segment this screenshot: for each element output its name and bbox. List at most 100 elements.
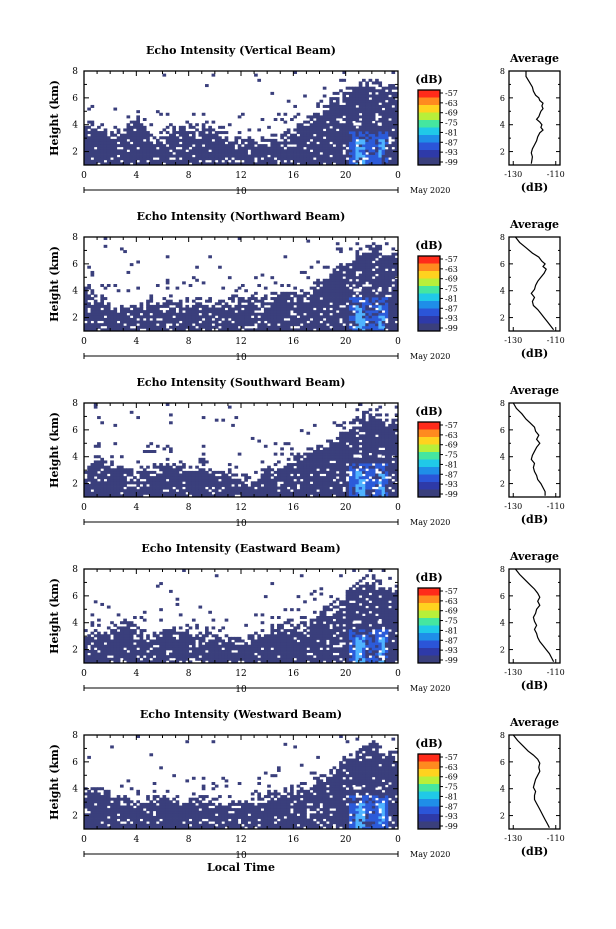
heatmap-cell: [358, 131, 363, 135]
heatmap-cell: [335, 297, 340, 301]
heatmap-cell: [342, 141, 347, 145]
heatmap-cell: [270, 325, 275, 329]
heatmap-cell: [299, 157, 304, 161]
heatmap-cell: [126, 157, 131, 161]
heatmap-cell: [90, 325, 95, 329]
heatmap-cell: [100, 647, 105, 651]
heatmap-cell: [146, 310, 150, 314]
heatmap-cell: [208, 486, 212, 490]
heatmap-cell: [365, 123, 369, 127]
heatmap-cell: [345, 460, 350, 464]
heatmap-cell: [381, 426, 386, 430]
heatmap-cell: [358, 136, 363, 140]
heatmap-cell: [342, 78, 347, 82]
heatmap-cell: [172, 476, 176, 480]
heatmap-cell: [375, 315, 379, 319]
heatmap-cell: [119, 649, 124, 653]
heatmap-cell: [384, 312, 389, 316]
heatmap-cell: [365, 89, 369, 93]
heatmap-cell: [319, 325, 324, 329]
heatmap-cell: [103, 323, 108, 327]
heatmap-cell: [371, 265, 376, 269]
heatmap-cell: [326, 447, 330, 451]
heatmap-cell: [84, 154, 88, 158]
heatmap-cell: [384, 323, 389, 327]
heatmap-cell: [188, 320, 193, 324]
x-tick-label: 0: [395, 337, 401, 347]
heatmap-cell: [293, 138, 297, 142]
heatmap-cell: [329, 289, 333, 293]
heatmap-cell: [384, 286, 389, 290]
heatmap-cell: [123, 481, 127, 485]
heatmap-cell: [375, 455, 379, 459]
heatmap-cell: [110, 138, 114, 142]
heatmap-cell: [316, 302, 320, 306]
heatmap-cell: [365, 154, 369, 158]
heatmap-cell: [362, 491, 366, 495]
heatmap-cell: [362, 263, 366, 267]
heatmap-cell: [391, 276, 396, 280]
heatmap-cell: [335, 146, 340, 150]
heatmap-cell: [378, 284, 383, 288]
heatmap-cell: [371, 86, 376, 90]
heatmap-cell: [332, 444, 337, 448]
heatmap-cell: [355, 141, 360, 145]
heatmap-cell: [329, 281, 333, 285]
heatmap-cell: [339, 247, 343, 251]
heatmap-cell: [90, 159, 95, 163]
heatmap-cell: [106, 494, 111, 498]
heatmap-cell: [218, 149, 222, 153]
heatmap-cell: [103, 476, 108, 480]
heatmap-cell: [191, 315, 196, 319]
heatmap-cell: [208, 317, 212, 321]
heatmap-cell: [159, 149, 163, 153]
heatmap-cell: [136, 660, 140, 664]
heatmap-cell: [342, 110, 347, 114]
heatmap-cell: [326, 307, 330, 311]
heatmap-cell: [375, 255, 379, 259]
heatmap-cell: [87, 473, 91, 477]
heatmap-cell: [136, 494, 140, 498]
heatmap-cell: [100, 133, 105, 137]
heatmap-cell: [312, 297, 317, 301]
heatmap-cell: [97, 465, 101, 469]
heatmap-cell: [227, 310, 232, 314]
heatmap-cell: [129, 320, 134, 324]
heatmap-cell: [106, 138, 111, 142]
heatmap-cell: [119, 486, 124, 490]
heatmap-cell: [241, 486, 245, 490]
heatmap-cell: [362, 304, 366, 308]
heatmap-cell: [159, 323, 163, 327]
heatmap-cell: [224, 476, 229, 480]
heatmap-cell: [329, 294, 333, 298]
heatmap-cell: [319, 465, 324, 469]
heatmap-cell: [244, 162, 248, 166]
heatmap-cell: [362, 94, 366, 98]
heatmap-cell: [149, 299, 154, 303]
heatmap-cell: [103, 144, 108, 148]
heatmap-cell: [218, 154, 222, 158]
heatmap-cell: [214, 323, 219, 327]
heatmap-cell: [214, 470, 219, 474]
heatmap-cell: [237, 299, 242, 303]
heatmap-cells: [84, 237, 399, 332]
heatmap-cell: [368, 328, 373, 332]
heatmap-cell: [339, 110, 343, 114]
heatmap-cell: [371, 154, 376, 158]
heatmap-cell: [384, 465, 389, 469]
heatmap-cell: [116, 328, 121, 332]
heatmap-cell: [201, 125, 206, 129]
heatmap-cell: [312, 125, 317, 129]
heatmap-cell: [293, 286, 297, 290]
heatmap-cell: [326, 294, 330, 298]
heatmap-cell: [90, 123, 95, 127]
heatmap-cell: [129, 144, 134, 148]
heatmap-cell: [362, 281, 366, 285]
heatmap-cell: [293, 162, 297, 166]
heatmap-cell: [303, 294, 307, 298]
heatmap-cell: [299, 486, 304, 490]
heatmap-cell: [303, 473, 307, 477]
heatmap-cell: [205, 494, 209, 498]
heatmap-cell: [172, 483, 176, 487]
heatmap-cell: [119, 133, 124, 137]
